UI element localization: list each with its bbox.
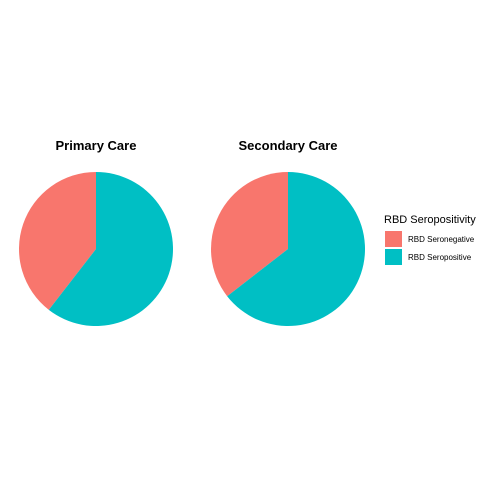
pie-panel-primary-care: Primary Care: [19, 138, 174, 327]
legend-swatch-seronegative: [385, 231, 402, 247]
pie-slice-secondary-care-rbd-seropositive: [227, 172, 366, 326]
legend-label-seronegative: RBD Seronegative: [408, 235, 475, 244]
pie-panel-secondary-care: Secondary Care: [211, 138, 366, 326]
facet-title-secondary-care: Secondary Care: [239, 138, 338, 153]
facet-title-primary-care: Primary Care: [56, 138, 137, 153]
legend-swatch-seropositive: [385, 249, 402, 265]
pie-slice-primary-care-rbd-seropositive: [48, 171, 174, 327]
pie-slice-primary-care-rbd-seronegative: [19, 172, 96, 310]
legend-title: RBD Seropositivity: [384, 214, 476, 226]
legend: RBD Seropositivity RBD Seronegative RBD …: [384, 214, 476, 265]
pie-slices-primary-care: [19, 171, 174, 327]
pie-slices-secondary-care: [211, 172, 366, 326]
pie-slice-secondary-care-rbd-seronegative: [211, 172, 288, 297]
legend-label-seropositive: RBD Seropositive: [408, 253, 472, 262]
